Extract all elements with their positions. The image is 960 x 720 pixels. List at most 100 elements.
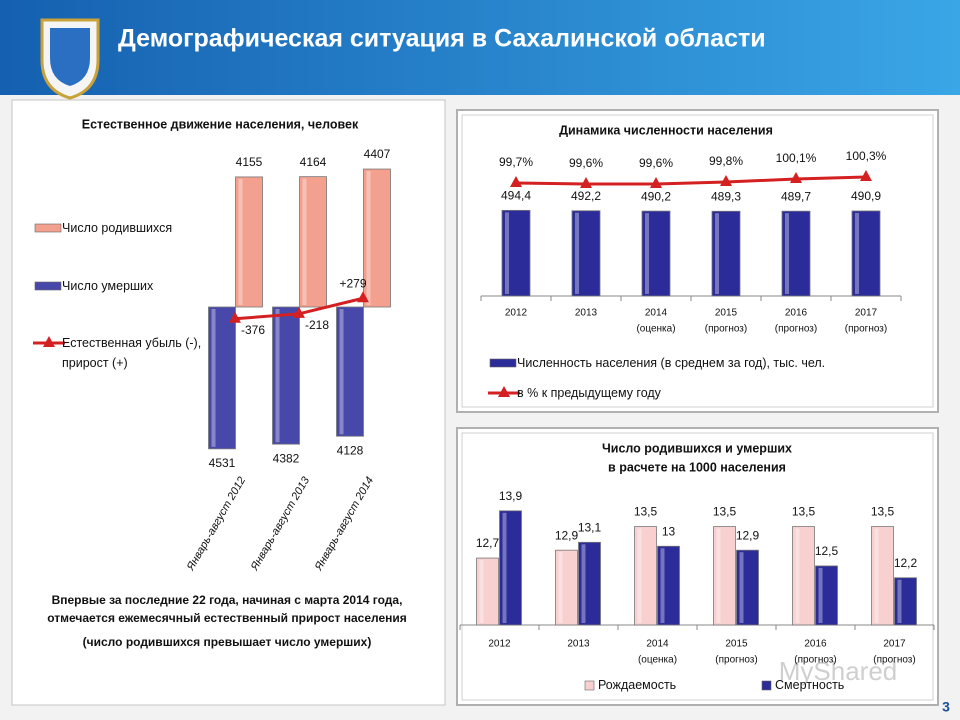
panel <box>456 427 939 706</box>
chart-title: Естественное движение населения, человек <box>82 117 359 131</box>
bar <box>634 526 657 626</box>
bar-highlight <box>558 552 563 623</box>
bar <box>894 577 917 626</box>
x-tick-label: 2015 <box>725 639 748 650</box>
data-label: 489,3 <box>711 189 741 203</box>
line-marker <box>580 177 592 188</box>
legend-label: в % к предыдущему году <box>517 386 661 400</box>
data-label: 492,2 <box>571 189 601 203</box>
legend-swatch <box>761 680 772 691</box>
line-marker <box>498 386 510 397</box>
line <box>515 175 867 186</box>
bar <box>499 510 522 626</box>
note-line: Впервые за последние 22 года, начиная с … <box>52 593 403 607</box>
data-label: 12,7 <box>476 536 500 550</box>
bar-highlight <box>645 213 649 294</box>
emblem-field <box>50 28 90 86</box>
bar <box>501 209 531 297</box>
x-tick-label: 2017 <box>883 639 906 650</box>
line-marker <box>293 306 305 318</box>
x-tick-label: 2013 <box>567 639 590 650</box>
data-label: +279 <box>339 276 366 290</box>
bar-highlight <box>575 212 579 294</box>
data-label: 494,4 <box>501 189 531 203</box>
legend-label: Число умерших <box>62 279 154 293</box>
data-label: 100,3% <box>846 149 887 163</box>
page-number: 3 <box>942 699 950 715</box>
data-label: 4382 <box>273 451 300 465</box>
bar <box>363 168 391 308</box>
legend-label: Численность населения (в среднем за год)… <box>517 356 826 370</box>
bar <box>781 210 811 297</box>
data-label: 490,9 <box>851 189 881 203</box>
bar <box>272 306 300 445</box>
data-label: 490,2 <box>641 189 671 203</box>
data-label: 13,1 <box>578 520 602 534</box>
data-label: 4531 <box>209 456 236 470</box>
bar <box>871 526 894 626</box>
bar <box>815 565 838 626</box>
bar-highlight <box>238 178 243 305</box>
chart-title: Динамика численности населения <box>559 123 773 137</box>
watermark: MyShared <box>779 656 898 686</box>
data-label: 99,8% <box>709 154 743 168</box>
bar <box>235 176 263 308</box>
data-label: -218 <box>305 318 329 332</box>
data-label: 12,9 <box>555 528 579 542</box>
bar-highlight <box>637 528 642 623</box>
data-label: 4128 <box>337 443 364 457</box>
x-tick-label: 2016 <box>785 308 808 319</box>
panel-inner <box>461 432 934 701</box>
bar <box>578 541 601 626</box>
x-tick-label: 2015 <box>715 308 738 319</box>
legend-label: Число родившихся <box>62 221 173 235</box>
bar-highlight <box>660 548 665 623</box>
data-label: -376 <box>241 323 265 337</box>
bar <box>476 557 499 626</box>
data-label: 13 <box>662 524 676 538</box>
chart-title: в расчете на 1000 населения <box>608 460 786 474</box>
line-marker <box>790 172 802 183</box>
bar <box>711 210 741 297</box>
legend-swatch <box>34 223 62 233</box>
legend-label: Естественная убыль (-), прирост (+) <box>62 336 202 370</box>
x-tick-label: 2012 <box>488 639 511 650</box>
x-tick-label: 2016 <box>804 639 827 650</box>
bar-highlight <box>302 178 307 305</box>
data-label: 4155 <box>236 155 263 169</box>
bar-highlight <box>581 544 586 623</box>
line-marker <box>650 177 662 188</box>
data-label: 13,5 <box>634 505 658 519</box>
bar-highlight <box>739 552 744 623</box>
bar <box>555 549 578 626</box>
x-tick-note: (прогноз) <box>705 324 747 335</box>
bar <box>792 526 815 626</box>
chart-title: Число родившихся и умерших <box>602 441 792 455</box>
data-label: 4164 <box>300 155 327 169</box>
note-line: отмечается ежемесячный естественный прир… <box>47 611 407 625</box>
bar <box>336 306 364 437</box>
data-label: 12,5 <box>815 544 839 558</box>
x-tick-label: 2017 <box>855 308 878 319</box>
x-tick-note: (прогноз) <box>845 324 887 335</box>
data-label: 99,7% <box>499 155 533 169</box>
panel-inner <box>461 114 934 408</box>
line-marker <box>510 176 522 187</box>
bar-highlight <box>855 212 859 294</box>
bar <box>736 549 759 626</box>
x-tick-note: (оценка) <box>636 324 675 335</box>
line-marker <box>357 291 369 303</box>
x-tick-note: (прогноз) <box>775 324 817 335</box>
slide-title: Демографическая ситуация в Сахалинской о… <box>118 25 766 53</box>
bar-highlight <box>339 309 344 435</box>
data-label: 99,6% <box>639 156 673 170</box>
bar-highlight <box>366 171 371 305</box>
bar-highlight <box>275 309 280 443</box>
data-label: 489,7 <box>781 189 811 203</box>
x-tick-note: (прогноз) <box>873 655 915 666</box>
bar-highlight <box>479 560 484 623</box>
data-label: 13,9 <box>499 489 523 503</box>
line-marker <box>860 170 872 181</box>
